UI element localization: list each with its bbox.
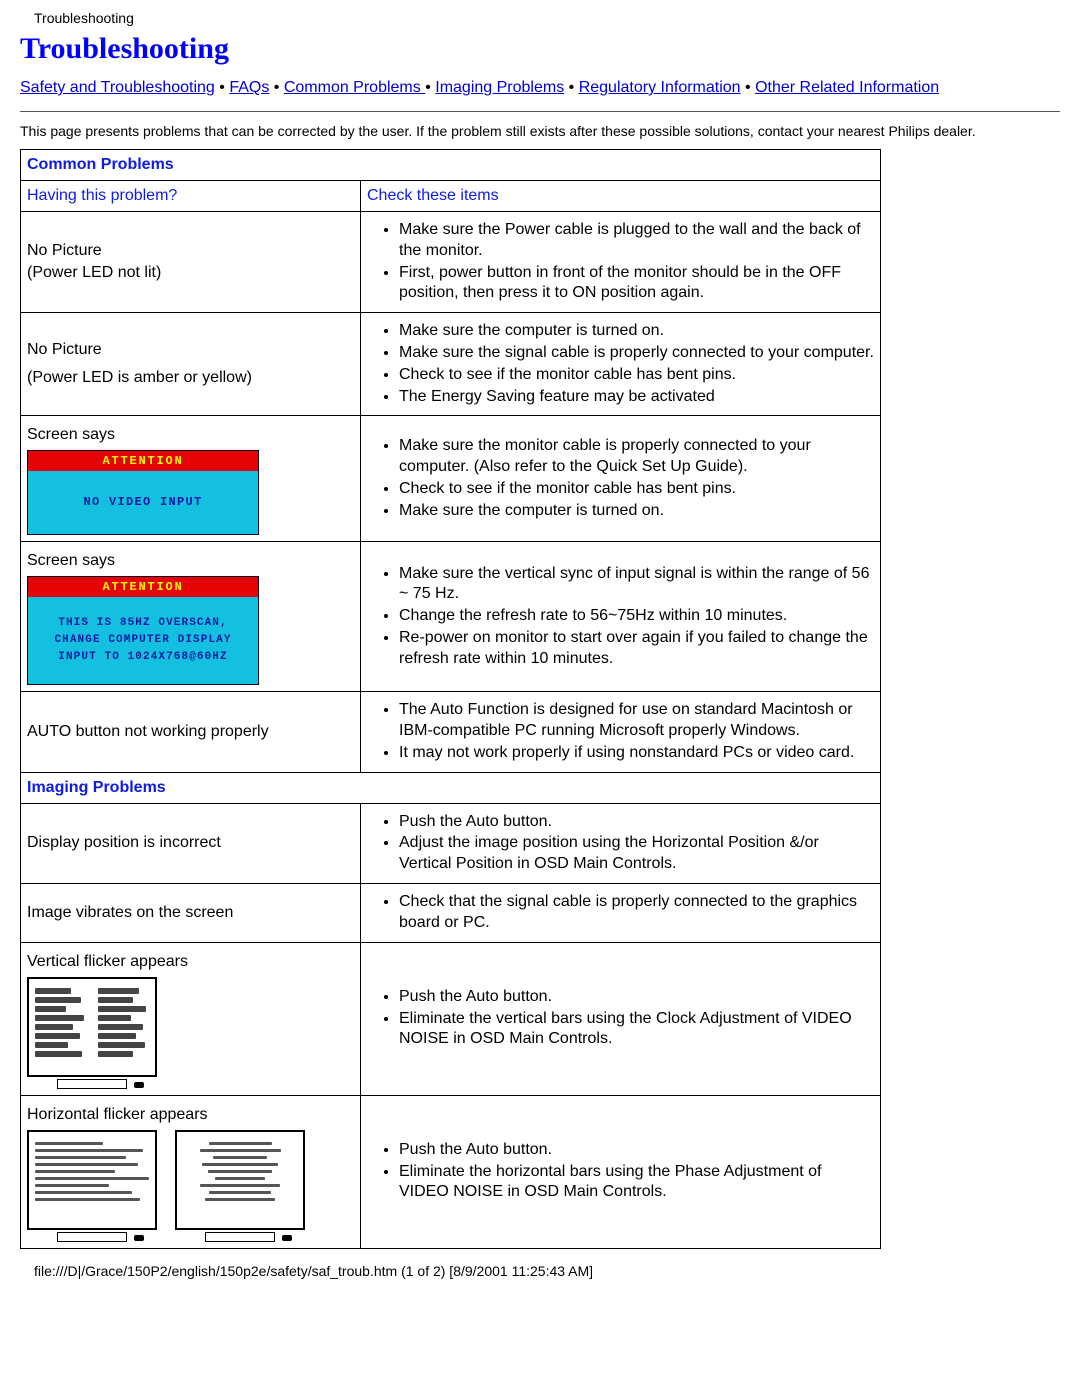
page-title: Troubleshooting [20, 32, 1060, 66]
nav-link-common[interactable]: Common Problems [284, 79, 425, 96]
check-list: Push the Auto button. Adjust the image p… [373, 812, 874, 875]
nav-sep: • [215, 79, 230, 96]
osd-body: THIS IS 85HZ OVERSCAN, CHANGE COMPUTER D… [28, 597, 258, 684]
osd-message-box: ATTENTION NO VIDEO INPUT [27, 450, 259, 535]
check-list: Make sure the vertical sync of input sig… [373, 564, 874, 670]
check-item: Check to see if the monitor cable has be… [399, 365, 874, 386]
check-item: Make sure the signal cable is properly c… [399, 343, 874, 364]
check-list: The Auto Function is designed for use on… [373, 700, 874, 763]
check-item: Check that the signal cable is properly … [399, 892, 874, 934]
check-item: Check to see if the monitor cable has be… [399, 479, 874, 500]
osd-body: NO VIDEO INPUT [28, 471, 258, 534]
table-row: Horizontal flicker appears Push t [21, 1095, 881, 1248]
table-row: Vertical flicker appears Pus [21, 942, 881, 1095]
intro-text: This page presents problems that can be … [20, 122, 1060, 141]
osd-title: ATTENTION [28, 451, 258, 471]
flicker-illustration [27, 1130, 354, 1242]
check-item: Eliminate the horizontal bars using the … [399, 1162, 874, 1204]
table-row: No Picture (Power LED not lit) Make sure… [21, 212, 881, 313]
nav-link-regulatory[interactable]: Regulatory Information [579, 79, 741, 96]
nav-sep: • [269, 79, 284, 96]
check-list: Push the Auto button. Eliminate the hori… [373, 1140, 874, 1203]
problem-sub: (Power LED is amber or yellow) [27, 369, 354, 387]
problem-sub: (Power LED not lit) [27, 264, 354, 282]
check-item: The Auto Function is designed for use on… [399, 700, 874, 742]
check-item: Push the Auto button. [399, 812, 874, 833]
check-item: Make sure the computer is turned on. [399, 321, 874, 342]
osd-line: CHANGE COMPUTER DISPLAY [34, 632, 252, 649]
osd-line: INPUT TO 1024X768@60HZ [34, 649, 252, 666]
check-item: Make sure the computer is turned on. [399, 501, 874, 522]
header-path: Troubleshooting [34, 10, 1060, 26]
osd-title: ATTENTION [28, 577, 258, 597]
section-imaging-problems: Imaging Problems [21, 772, 881, 803]
check-item: Adjust the image position using the Hori… [399, 833, 874, 875]
nav-sep: • [564, 79, 579, 96]
table-row: Screen says ATTENTION NO VIDEO INPUT Mak… [21, 416, 881, 542]
check-list: Make sure the monitor cable is properly … [373, 436, 874, 521]
check-item: The Energy Saving feature may be activat… [399, 387, 874, 408]
divider [20, 111, 1060, 112]
problem-label: No Picture [27, 341, 354, 359]
problem-label: AUTO button not working properly [27, 723, 354, 741]
check-item: Change the refresh rate to 56~75Hz withi… [399, 606, 874, 627]
col-header-problem: Having this problem? [21, 181, 361, 212]
check-list: Make sure the Power cable is plugged to … [373, 220, 874, 304]
table-row: No Picture (Power LED is amber or yellow… [21, 313, 881, 416]
check-item: Make sure the Power cable is plugged to … [399, 220, 874, 262]
nav-link-imaging[interactable]: Imaging Problems [435, 79, 564, 96]
problem-label: Screen says [27, 552, 354, 570]
check-list: Check that the signal cable is properly … [373, 892, 874, 934]
problem-label: Display position is incorrect [27, 834, 354, 852]
nav-breadcrumb: Safety and Troubleshooting • FAQs • Comm… [20, 76, 1060, 99]
problem-label: Vertical flicker appears [27, 953, 354, 971]
section-common-problems: Common Problems [21, 150, 881, 181]
problem-label: No Picture [27, 242, 354, 260]
flicker-illustration [27, 977, 354, 1089]
osd-message-box: ATTENTION THIS IS 85HZ OVERSCAN, CHANGE … [27, 576, 259, 685]
table-row: Image vibrates on the screen Check that … [21, 883, 881, 942]
nav-sep: • [425, 79, 435, 96]
table-row: Display position is incorrect Push the A… [21, 803, 881, 883]
troubleshooting-table: Common Problems Having this problem? Che… [20, 149, 881, 1248]
nav-sep: • [741, 79, 756, 96]
check-item: Re-power on monitor to start over again … [399, 628, 874, 670]
check-item: Push the Auto button. [399, 987, 874, 1008]
table-row: AUTO button not working properly The Aut… [21, 692, 881, 772]
check-list: Make sure the computer is turned on. Mak… [373, 321, 874, 407]
check-item: Push the Auto button. [399, 1140, 874, 1161]
problem-label: Image vibrates on the screen [27, 904, 354, 922]
check-item: Eliminate the vertical bars using the Cl… [399, 1009, 874, 1051]
footer-path: file:///D|/Grace/150P2/english/150p2e/sa… [34, 1263, 1060, 1279]
nav-link-safety[interactable]: Safety and Troubleshooting [20, 79, 215, 96]
nav-link-other[interactable]: Other Related Information [755, 79, 939, 96]
check-item: Make sure the monitor cable is properly … [399, 436, 874, 478]
problem-label: Screen says [27, 426, 354, 444]
check-list: Push the Auto button. Eliminate the vert… [373, 987, 874, 1050]
nav-link-faqs[interactable]: FAQs [229, 79, 269, 96]
problem-label: Horizontal flicker appears [27, 1106, 354, 1124]
table-row: Screen says ATTENTION THIS IS 85HZ OVERS… [21, 542, 881, 692]
osd-line: THIS IS 85HZ OVERSCAN, [34, 615, 252, 632]
check-item: It may not work properly if using nonsta… [399, 743, 874, 764]
col-header-check: Check these items [361, 181, 881, 212]
check-item: First, power button in front of the moni… [399, 263, 874, 305]
check-item: Make sure the vertical sync of input sig… [399, 564, 874, 606]
